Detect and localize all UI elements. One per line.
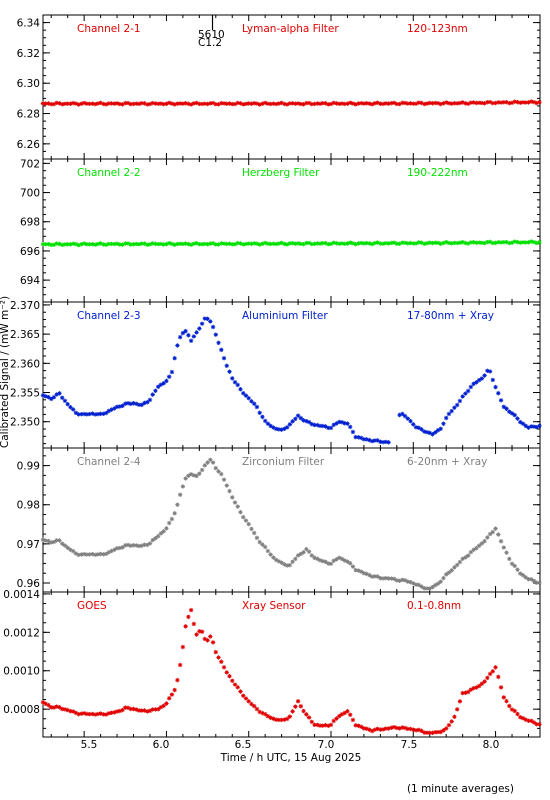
panel-frame	[42, 447, 541, 593]
event-marker-label-top: 5610	[198, 29, 225, 41]
x-tick-label: 6.0	[153, 739, 170, 751]
panel-filter-label: Aluminium Filter	[242, 310, 328, 322]
y-axis-title: Calibrated Signal / (mW m⁻²)	[0, 296, 11, 448]
panel-channel-label: Channel 2-4	[77, 456, 141, 468]
y-tick-label: 0.99	[17, 461, 40, 473]
panel-channel-label: Channel 2-3	[77, 310, 141, 322]
y-tick-label: 0.96	[17, 578, 41, 590]
panel-2: 694 696 698 700 702 Channel 2-2 Herzberg Filte…	[20, 158, 542, 303]
panel-filter-label: Lyman-alpha Filter	[242, 23, 339, 35]
x-tick-labels: 5.5 6.0 6.5 7.0 7.5 8.0	[81, 739, 500, 751]
panel-frame	[42, 158, 541, 303]
x-tick-label: 8.0	[483, 739, 500, 751]
y-tick-label: 702	[20, 158, 40, 170]
data-series	[40, 607, 542, 736]
panel-channel-label: GOES	[77, 600, 107, 612]
y-tick-label: 698	[20, 217, 40, 229]
panel-4: 0.96 0.97 0.98 0.99 Channel 2-4 Zirconium Fil…	[17, 447, 542, 593]
x-tick-label: 7.5	[401, 739, 418, 751]
y-tick-label: 700	[20, 188, 40, 200]
y-tick-label: 0.0008	[3, 704, 40, 716]
panel-band-label: 6-20nm + Xray	[407, 456, 487, 468]
panel-3: 2.350 2.355 2.360 2.365 2.370 Channel 2-3 Alum…	[10, 300, 542, 449]
panel-frame	[42, 591, 541, 738]
y-tick-label: 0.98	[17, 500, 40, 512]
y-tick-label: 6.26	[17, 139, 41, 151]
y-tick-label: 0.97	[17, 539, 40, 551]
y-tick-label: 0.0010	[3, 666, 40, 678]
data-series	[40, 99, 542, 107]
y-tick-label: 6.32	[17, 48, 40, 60]
panel-1: 6.26 6.28 6.30 6.32 6.34 Channel 2-1 Lyman-alp…	[17, 14, 542, 160]
event-marker-label-bottom: C1.2	[198, 37, 222, 49]
footnote: (1 minute averages)	[407, 783, 514, 795]
y-tick-label: 2.370	[10, 300, 40, 312]
y-tick-label: 694	[20, 275, 40, 287]
y-tick-label: 2.350	[10, 417, 40, 429]
data-series	[40, 316, 542, 445]
panel-filter-label: Herzberg Filter	[242, 167, 320, 179]
panel-band-label: 17-80nm + Xray	[407, 310, 494, 322]
panel-filter-label: Zirconium Filter	[242, 456, 325, 468]
panel-filter-label: Xray Sensor	[242, 600, 306, 612]
event-marker: 5610 C1.2	[198, 15, 225, 49]
panels-layer: 6.26 6.28 6.30 6.32 6.34 Channel 2-1 Lyman-alp…	[3, 14, 542, 738]
y-tick-label: 6.34	[17, 18, 41, 30]
panel-band-label: 0.1-0.8nm	[407, 600, 461, 612]
x-tick-label: 6.5	[235, 739, 252, 751]
y-tick-label: 0.0012	[3, 627, 40, 639]
panel-frame	[42, 301, 541, 449]
panel-channel-label: Channel 2-1	[77, 23, 141, 35]
panel-5: 0.0008 0.0010 0.0012 0.0014 GOES Xray Sensor 0…	[3, 589, 542, 738]
y-tick-label: 2.360	[10, 358, 40, 370]
data-series	[40, 239, 542, 248]
x-tick-label: 5.5	[81, 739, 98, 751]
y-tick-label: 2.365	[10, 329, 40, 341]
y-tick-label: 2.355	[10, 388, 40, 400]
panel-frame	[42, 14, 541, 160]
x-tick-label: 7.0	[318, 739, 335, 751]
y-tick-label: 696	[20, 246, 40, 258]
panel-band-label: 190-222nm	[407, 167, 468, 179]
x-axis-title: Time / h UTC, 15 Aug 2025	[220, 752, 362, 764]
data-series	[40, 457, 542, 591]
panel-band-label: 120-123nm	[407, 23, 468, 35]
panel-channel-label: Channel 2-2	[77, 167, 141, 179]
y-tick-label: 6.28	[17, 109, 40, 121]
y-tick-label: 6.30	[17, 78, 40, 90]
y-tick-label: 0.0014	[3, 589, 40, 601]
